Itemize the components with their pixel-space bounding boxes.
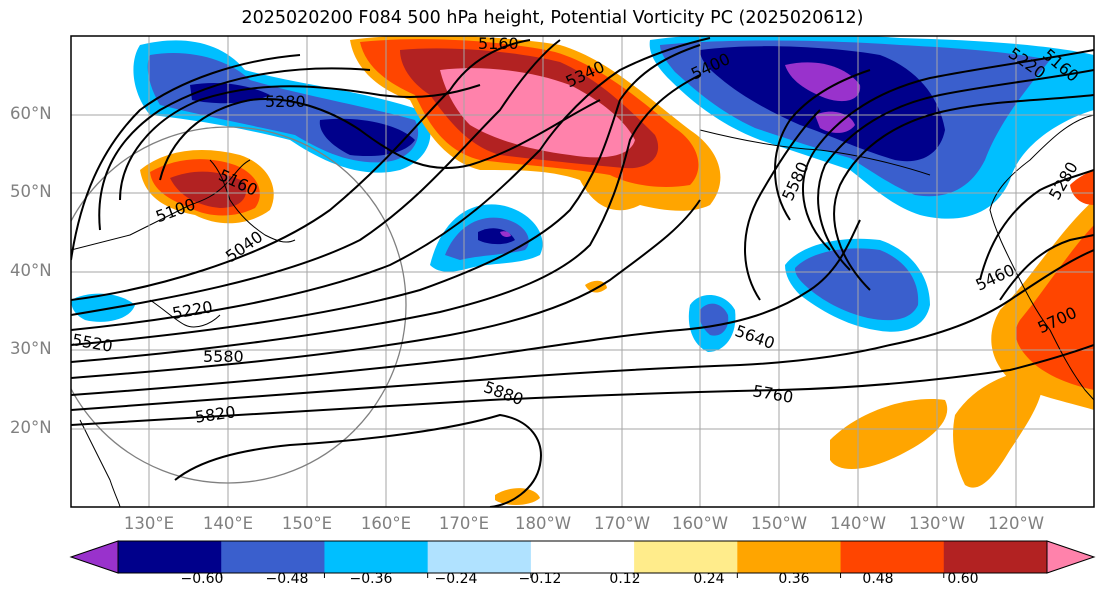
map-frame	[70, 35, 1095, 508]
colorbar-tick-label: 0.24	[693, 571, 725, 587]
colorbar-tick-label: 0.12	[609, 571, 641, 587]
colorbar-tick-label: −0.48	[265, 571, 309, 587]
lon-label: 150°W	[750, 514, 808, 533]
pv-shading	[71, 36, 1094, 506]
colorbar	[69, 540, 1096, 578]
colorbar-segment	[737, 541, 842, 573]
lon-label: 170°E	[438, 514, 490, 533]
colorbar-tick-label: 0.60	[947, 571, 979, 587]
lon-label: 130°E	[123, 514, 175, 533]
height-contours	[71, 37, 1094, 507]
lon-label: 130°W	[908, 514, 966, 533]
lon-label: 160°W	[671, 514, 729, 533]
colorbar-segment	[840, 541, 945, 573]
colorbar-segment	[427, 541, 532, 573]
lat-label: 20°N	[10, 418, 52, 437]
colorbar-segment	[118, 541, 222, 573]
colorbar-segment	[634, 541, 738, 573]
lon-label: 170°W	[593, 514, 651, 533]
lon-label: 160°E	[360, 514, 412, 533]
coastlines	[71, 114, 1094, 507]
graticule	[71, 36, 1094, 507]
lon-label: 150°E	[281, 514, 333, 533]
contour-label: 5160	[478, 34, 519, 53]
colorbar-segment	[324, 541, 429, 573]
lon-label: 140°W	[829, 514, 887, 533]
lon-label: 180°W	[514, 514, 572, 533]
lat-label: 60°N	[10, 104, 52, 123]
lon-label: 120°W	[987, 514, 1045, 533]
lat-label: 50°N	[10, 182, 52, 201]
lon-label: 140°E	[202, 514, 254, 533]
colorbar-segment	[221, 541, 325, 573]
contour-label: 5280	[265, 92, 306, 111]
colorbar-tick-label: 0.48	[862, 571, 894, 587]
colorbar-tick-label: −0.60	[180, 571, 224, 587]
reference-circle	[71, 126, 407, 484]
colorbar-tick-label: −0.12	[518, 571, 562, 587]
colorbar-tick-label: 0.36	[778, 571, 810, 587]
colorbar-segment	[943, 541, 1048, 573]
lat-label: 30°N	[10, 339, 52, 358]
colorbar-tick-label: −0.36	[349, 571, 393, 587]
colorbar-tick-label: −0.24	[434, 571, 478, 587]
map-title: 2025020200 F084 500 hPa height, Potentia…	[241, 8, 864, 28]
colorbar-segment	[530, 541, 635, 573]
contour-label: 5580	[203, 347, 244, 366]
lat-label: 40°N	[10, 261, 52, 280]
